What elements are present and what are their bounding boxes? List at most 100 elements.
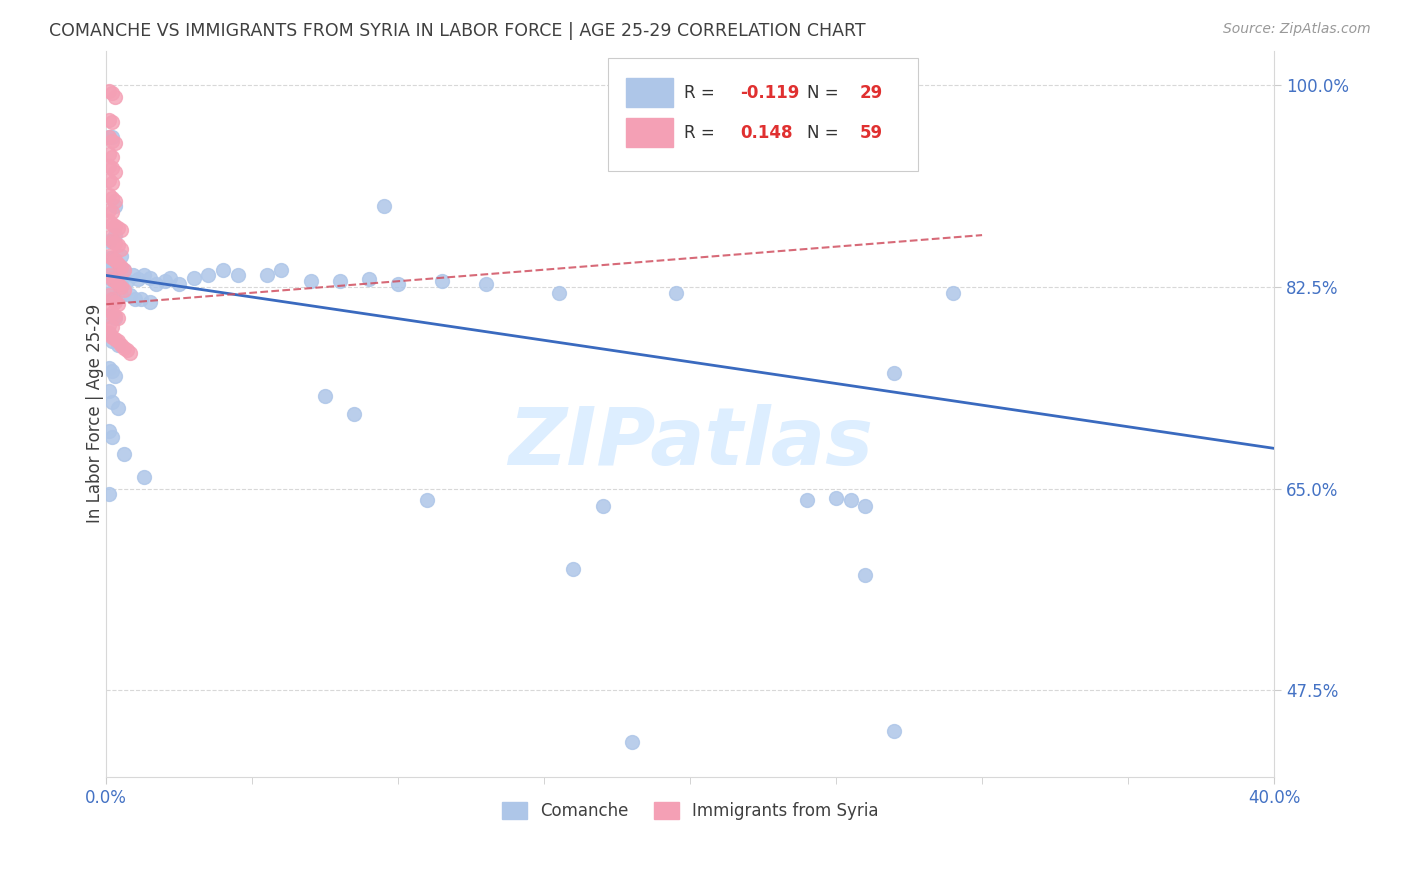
Point bbox=[115, 343, 138, 358]
Point bbox=[101, 329, 124, 343]
Point bbox=[139, 270, 162, 285]
Point bbox=[134, 470, 156, 484]
Point bbox=[104, 295, 127, 310]
Point bbox=[159, 270, 181, 285]
Point bbox=[115, 274, 138, 288]
Point bbox=[110, 288, 132, 302]
Point bbox=[107, 277, 129, 291]
Text: Source: ZipAtlas.com: Source: ZipAtlas.com bbox=[1223, 22, 1371, 37]
Point bbox=[183, 270, 205, 285]
Point bbox=[197, 268, 219, 283]
Point bbox=[299, 274, 322, 288]
Point bbox=[101, 334, 124, 348]
Point bbox=[101, 262, 124, 277]
Point bbox=[883, 723, 905, 738]
Point bbox=[101, 87, 124, 101]
Point bbox=[101, 161, 124, 176]
Text: ZIPatlas: ZIPatlas bbox=[508, 404, 873, 482]
Point bbox=[104, 274, 127, 288]
Point bbox=[98, 84, 121, 98]
Point bbox=[101, 205, 124, 219]
Point bbox=[98, 424, 121, 438]
Point bbox=[373, 199, 395, 213]
Point bbox=[112, 284, 135, 298]
Point bbox=[474, 277, 496, 291]
Point bbox=[329, 274, 352, 288]
Point bbox=[101, 115, 124, 129]
Point bbox=[104, 199, 127, 213]
Text: -0.119: -0.119 bbox=[741, 84, 800, 102]
Point bbox=[104, 274, 127, 288]
Point bbox=[101, 272, 124, 286]
Point bbox=[98, 268, 121, 283]
Point bbox=[110, 280, 132, 294]
Point bbox=[98, 288, 121, 302]
Point bbox=[104, 311, 127, 326]
Text: R =: R = bbox=[685, 84, 720, 102]
Text: 59: 59 bbox=[859, 124, 883, 142]
Point bbox=[101, 234, 124, 248]
Point bbox=[153, 274, 176, 288]
Point bbox=[112, 262, 135, 277]
FancyBboxPatch shape bbox=[609, 58, 918, 170]
Point bbox=[121, 268, 143, 283]
Point bbox=[98, 249, 121, 263]
Point bbox=[145, 277, 167, 291]
Point bbox=[104, 292, 127, 306]
Point bbox=[110, 337, 132, 351]
Point bbox=[98, 318, 121, 332]
Point bbox=[98, 147, 121, 161]
Point bbox=[98, 326, 121, 340]
Point bbox=[270, 262, 292, 277]
Point bbox=[664, 285, 686, 300]
Point bbox=[98, 112, 121, 127]
Point bbox=[98, 230, 121, 244]
Point bbox=[134, 268, 156, 283]
Point bbox=[387, 277, 409, 291]
Point bbox=[98, 326, 121, 340]
Point bbox=[101, 395, 124, 409]
Point bbox=[107, 221, 129, 235]
Legend: Comanche, Immigrants from Syria: Comanche, Immigrants from Syria bbox=[495, 795, 884, 827]
Point bbox=[226, 268, 249, 283]
Point bbox=[98, 234, 121, 248]
Point bbox=[110, 223, 132, 237]
Point bbox=[104, 332, 127, 346]
Point bbox=[98, 487, 121, 501]
Point bbox=[107, 238, 129, 252]
Point bbox=[101, 251, 124, 265]
Point bbox=[98, 360, 121, 375]
Point bbox=[118, 345, 141, 359]
Point bbox=[107, 337, 129, 351]
Point bbox=[592, 499, 614, 513]
Point bbox=[101, 430, 124, 444]
Point bbox=[256, 268, 278, 283]
Point bbox=[112, 262, 135, 277]
Point bbox=[104, 219, 127, 233]
Point bbox=[107, 297, 129, 311]
Point bbox=[107, 259, 129, 273]
Point bbox=[562, 562, 585, 576]
Point bbox=[101, 272, 124, 286]
Point bbox=[98, 251, 121, 265]
Point bbox=[110, 277, 132, 291]
Point bbox=[104, 253, 127, 268]
Point bbox=[357, 272, 380, 286]
Text: COMANCHE VS IMMIGRANTS FROM SYRIA IN LABOR FORCE | AGE 25-29 CORRELATION CHART: COMANCHE VS IMMIGRANTS FROM SYRIA IN LAB… bbox=[49, 22, 866, 40]
Point bbox=[110, 260, 132, 275]
Text: 0.148: 0.148 bbox=[741, 124, 793, 142]
Point bbox=[853, 568, 876, 582]
Point bbox=[547, 285, 569, 300]
Point bbox=[839, 493, 862, 508]
Point bbox=[104, 309, 127, 323]
Text: N =: N = bbox=[807, 124, 844, 142]
Point bbox=[101, 217, 124, 231]
Point bbox=[104, 194, 127, 208]
Point bbox=[430, 274, 453, 288]
Point bbox=[942, 285, 965, 300]
Point bbox=[620, 735, 643, 749]
Point bbox=[110, 242, 132, 256]
Point bbox=[314, 389, 336, 403]
Point bbox=[124, 292, 146, 306]
Point bbox=[112, 447, 135, 461]
